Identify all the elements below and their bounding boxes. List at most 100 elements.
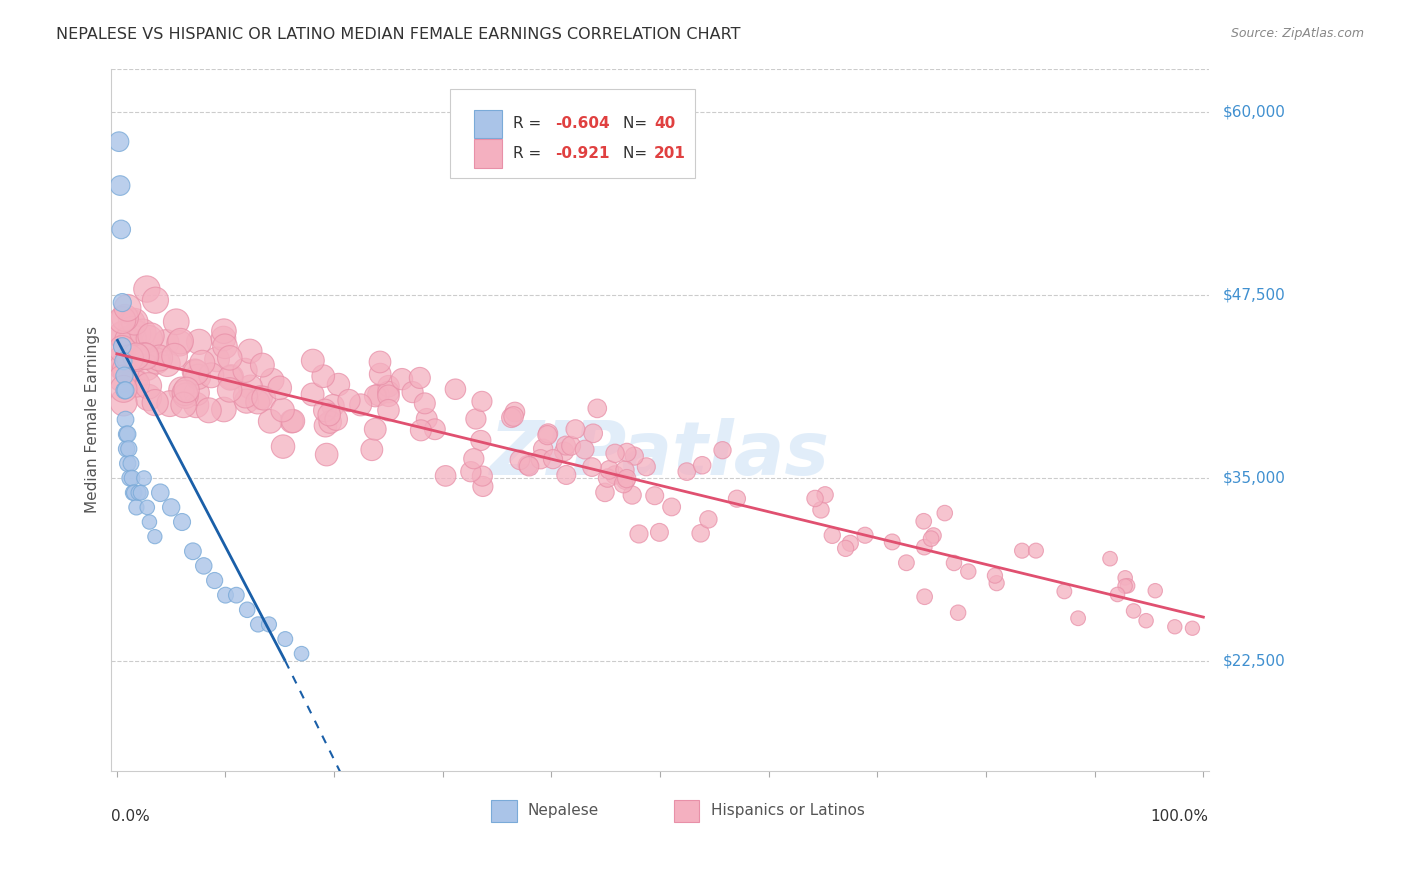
- Point: [247, 617, 270, 632]
- Point: [581, 460, 603, 475]
- Point: [112, 395, 135, 409]
- Point: [122, 485, 145, 500]
- Point: [555, 467, 578, 482]
- Point: [614, 474, 637, 488]
- Point: [169, 334, 191, 348]
- Point: [882, 535, 904, 549]
- Point: [111, 295, 134, 310]
- Point: [460, 465, 482, 479]
- Point: [364, 422, 387, 436]
- Point: [350, 398, 373, 412]
- Point: [121, 323, 143, 337]
- Point: [253, 391, 276, 405]
- Point: [621, 488, 644, 502]
- Point: [235, 389, 257, 403]
- Point: [367, 388, 389, 402]
- Point: [181, 544, 204, 558]
- Text: $35,000: $35,000: [1223, 471, 1285, 485]
- Point: [1011, 543, 1033, 558]
- Point: [218, 383, 240, 397]
- Point: [322, 399, 344, 413]
- Point: [218, 351, 240, 365]
- Point: [377, 385, 399, 400]
- Point: [839, 536, 862, 550]
- Text: $47,500: $47,500: [1223, 288, 1285, 302]
- Point: [834, 541, 856, 556]
- Point: [553, 444, 575, 458]
- Point: [318, 408, 340, 422]
- Point: [160, 500, 183, 515]
- Point: [155, 335, 177, 350]
- Point: [186, 398, 208, 412]
- Point: [111, 327, 134, 342]
- Point: [690, 458, 713, 473]
- Point: [114, 362, 136, 376]
- Point: [214, 588, 236, 602]
- Point: [1114, 571, 1136, 585]
- Point: [377, 379, 399, 393]
- Point: [193, 558, 215, 573]
- Y-axis label: Median Female Earnings: Median Female Earnings: [86, 326, 100, 513]
- Point: [1099, 551, 1122, 566]
- Point: [853, 528, 876, 542]
- Point: [555, 439, 578, 453]
- Point: [149, 351, 172, 365]
- Point: [920, 532, 942, 546]
- Point: [614, 463, 637, 477]
- Point: [184, 365, 207, 379]
- Point: [810, 503, 832, 517]
- Point: [115, 442, 138, 456]
- Point: [114, 412, 136, 426]
- Point: [235, 394, 257, 409]
- Text: N=: N=: [623, 146, 652, 161]
- Point: [143, 395, 166, 409]
- Point: [127, 326, 149, 341]
- Point: [132, 471, 155, 485]
- Text: -0.604: -0.604: [555, 116, 610, 131]
- Point: [471, 479, 494, 493]
- Point: [409, 423, 432, 437]
- Point: [586, 401, 609, 416]
- Point: [139, 329, 162, 343]
- Text: -0.921: -0.921: [555, 146, 610, 161]
- Point: [319, 415, 342, 429]
- Point: [249, 391, 271, 405]
- Text: 40: 40: [654, 116, 675, 131]
- Point: [986, 576, 1008, 591]
- Point: [262, 373, 284, 387]
- Point: [517, 459, 540, 474]
- Point: [135, 360, 157, 375]
- Point: [212, 324, 235, 338]
- Point: [111, 342, 134, 356]
- Point: [912, 540, 935, 554]
- Point: [186, 385, 208, 400]
- Point: [198, 403, 221, 417]
- Point: [946, 606, 969, 620]
- Text: Hispanics or Latinos: Hispanics or Latinos: [710, 804, 865, 818]
- Point: [134, 350, 156, 364]
- Point: [259, 414, 281, 428]
- Point: [471, 394, 494, 409]
- Point: [471, 469, 494, 483]
- Point: [111, 351, 134, 366]
- Point: [912, 514, 935, 528]
- Point: [110, 222, 132, 236]
- Point: [120, 457, 142, 471]
- Point: [648, 525, 671, 540]
- Point: [804, 491, 827, 506]
- Point: [145, 293, 167, 308]
- Point: [111, 313, 134, 327]
- Point: [725, 491, 748, 506]
- Point: [536, 428, 558, 442]
- Point: [391, 372, 413, 386]
- Point: [501, 410, 523, 425]
- Point: [470, 434, 492, 448]
- Point: [1025, 543, 1047, 558]
- Point: [1114, 579, 1136, 593]
- Point: [623, 449, 645, 463]
- Point: [914, 590, 936, 604]
- Point: [537, 426, 560, 441]
- Point: [368, 355, 391, 369]
- Point: [111, 339, 134, 353]
- Text: ZIPatlas: ZIPatlas: [491, 418, 830, 491]
